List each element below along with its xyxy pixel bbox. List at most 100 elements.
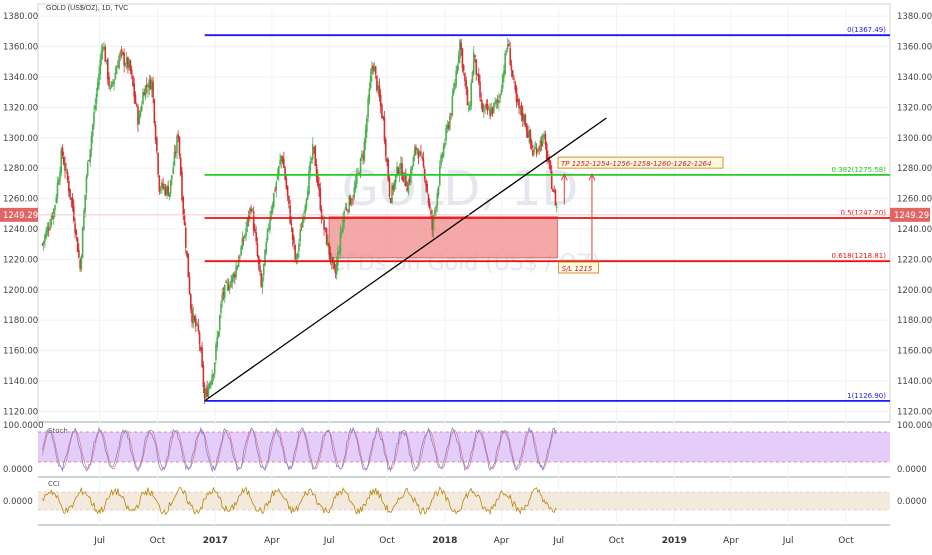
- candle-body: [299, 229, 302, 241]
- candle-body: [298, 243, 300, 252]
- candle-body: [128, 60, 130, 68]
- candle-body: [451, 95, 454, 116]
- candle-body: [154, 124, 157, 141]
- candle-body: [489, 109, 491, 117]
- candle-body: [106, 59, 109, 80]
- candle-body: [134, 94, 137, 104]
- price-tick-label-right: 1300.00: [897, 134, 932, 144]
- candle-body: [68, 180, 70, 192]
- candle-body: [66, 171, 69, 181]
- candle-body: [237, 259, 240, 268]
- current-price-tag-right: [890, 207, 930, 222]
- price-tick-label-left: 1280.00: [3, 164, 38, 174]
- candle-body: [244, 234, 246, 239]
- candle-body: [62, 157, 65, 165]
- candle-body: [386, 157, 388, 163]
- price-tick-label-right: 1380.00: [897, 12, 932, 22]
- fib-level-label: 0(1367.49): [847, 26, 886, 34]
- candle-body: [549, 161, 552, 170]
- time-tick-label: Oct: [609, 536, 625, 546]
- candle-body: [327, 241, 329, 247]
- candle-body: [431, 216, 434, 230]
- candle-body: [210, 381, 212, 386]
- candle-body: [118, 56, 120, 69]
- candle-body: [239, 256, 241, 258]
- candle-body: [127, 57, 129, 69]
- cci-band: [38, 492, 890, 510]
- candle-body: [466, 89, 469, 106]
- candle-body: [309, 161, 312, 172]
- price-tick-label-right: 1120.00: [897, 407, 932, 417]
- candle-body: [256, 243, 259, 256]
- candle-body: [56, 182, 59, 198]
- price-tick-label-left: 1380.00: [3, 12, 38, 22]
- candle-body: [91, 124, 94, 137]
- candle-body: [158, 175, 161, 192]
- candle-body: [98, 73, 100, 86]
- candle-body: [173, 151, 176, 166]
- candle-body: [261, 277, 264, 288]
- candle-body: [484, 105, 486, 109]
- candle-body: [435, 206, 437, 212]
- time-tick-label: Apr: [723, 536, 739, 546]
- candle-body: [89, 149, 91, 163]
- time-tick-label: Jul: [552, 536, 564, 546]
- candle-body: [235, 266, 237, 278]
- candle-body: [371, 67, 373, 75]
- candle-body: [51, 215, 54, 218]
- candle-body: [192, 313, 195, 324]
- candle-body: [73, 206, 75, 222]
- candle-body: [545, 143, 548, 160]
- candle-body: [420, 151, 422, 154]
- candle-body: [61, 147, 64, 156]
- candle-body: [162, 183, 164, 189]
- candle-body: [166, 185, 168, 194]
- candle-body: [339, 231, 342, 254]
- candle-body: [433, 210, 436, 216]
- annotation-box: [557, 156, 724, 169]
- candle-body: [410, 168, 412, 184]
- candle-body: [313, 147, 315, 149]
- candle-body: [274, 190, 276, 192]
- candle-body: [266, 228, 269, 241]
- price-tick-label-right: 1200.00: [897, 286, 932, 296]
- candle-body: [418, 150, 421, 157]
- candle-body: [241, 237, 244, 250]
- candle-body: [262, 263, 265, 276]
- candle-body: [383, 117, 386, 142]
- candle-body: [510, 65, 513, 71]
- candle-body: [145, 84, 148, 88]
- candle-body: [242, 240, 245, 242]
- candle-body: [75, 230, 78, 235]
- candle-body: [157, 153, 159, 175]
- candle-body: [505, 50, 508, 52]
- candle-body: [195, 318, 197, 327]
- price-tick-label-right: 1240.00: [897, 225, 932, 235]
- candle-body: [181, 171, 183, 200]
- candle-body: [494, 101, 496, 104]
- candle-body: [212, 373, 215, 377]
- candle-body: [445, 127, 447, 141]
- candle-body: [304, 205, 307, 214]
- candle-body: [119, 51, 122, 57]
- candle-body: [269, 216, 271, 231]
- candle-body: [426, 183, 429, 193]
- candle-body: [506, 43, 509, 49]
- candle-body: [340, 229, 343, 232]
- candle-body: [203, 388, 206, 399]
- candle-body: [179, 157, 182, 175]
- candle-body: [218, 315, 221, 331]
- candle-body: [524, 114, 527, 127]
- candle-body: [284, 167, 286, 180]
- candle-body: [193, 316, 196, 321]
- candle-body: [480, 99, 483, 102]
- candle-body: [290, 223, 293, 226]
- price-tick-label-right: 1140.00: [897, 377, 932, 387]
- candle-body: [130, 69, 133, 76]
- candle-body: [539, 140, 542, 151]
- candle-body: [397, 167, 400, 174]
- candle-body: [440, 155, 442, 166]
- candle-body: [456, 65, 459, 73]
- candle-body: [461, 48, 464, 68]
